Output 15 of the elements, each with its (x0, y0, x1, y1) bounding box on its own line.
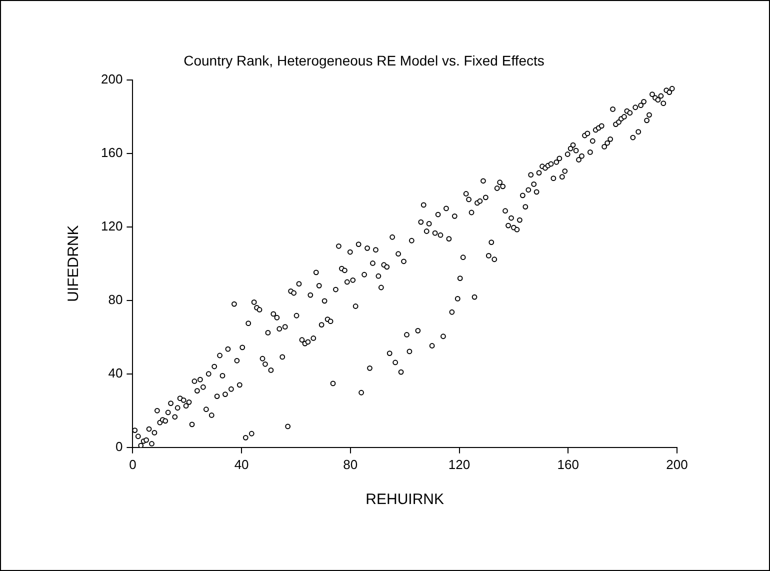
x-tick-label: 0 (129, 456, 136, 472)
chart-title: Country Rank, Heterogeneous RE Model vs. Fixed Effects (184, 52, 544, 68)
y-tick-label: 80 (108, 292, 123, 307)
x-tick-label: 80 (343, 456, 358, 472)
y-tick-label: 160 (100, 144, 123, 160)
y-axis-title: UIFEDRNK (65, 225, 82, 302)
x-axis-title: REHUIRNK (366, 491, 444, 508)
y-tick-label: 0 (115, 438, 123, 454)
y-tick-label: 120 (100, 218, 123, 234)
x-tick-label: 160 (557, 456, 579, 472)
y-tick-label: 40 (108, 365, 123, 380)
x-tick-label: 200 (666, 456, 688, 472)
x-tick-label: 40 (234, 456, 249, 472)
x-tick-label: 120 (448, 456, 470, 472)
y-tick-label: 200 (100, 71, 123, 86)
